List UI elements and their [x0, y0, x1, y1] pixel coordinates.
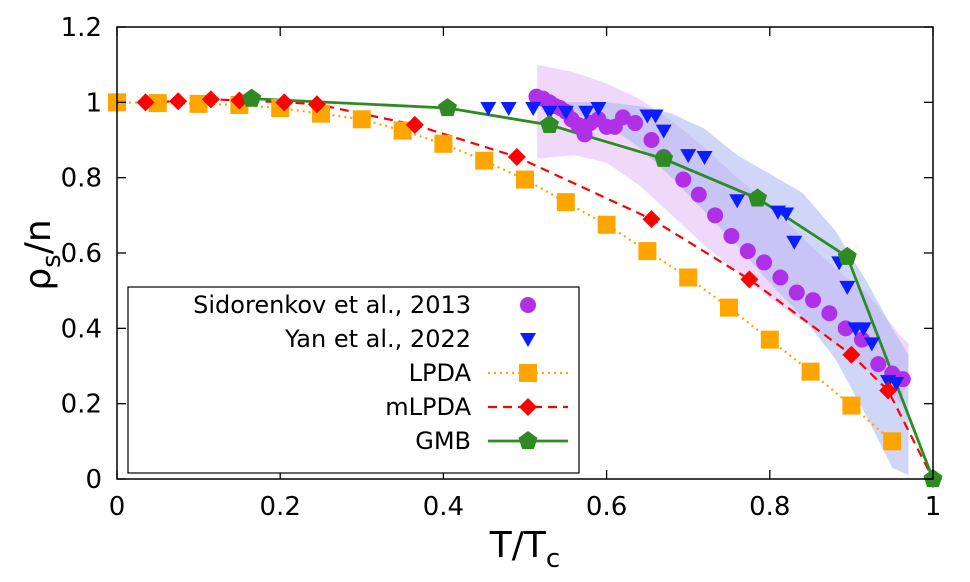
lpda-point — [352, 110, 371, 129]
legend-label-gmb: GMB — [415, 427, 471, 455]
lpda-point — [801, 362, 820, 381]
mlpda-point — [842, 345, 861, 364]
x-axis-title: T/Tc — [489, 525, 560, 574]
lpda-point — [720, 298, 738, 317]
lpda-line — [116, 101, 893, 443]
sidorenkov-et-al-2013-point — [772, 269, 789, 286]
gmb-point — [438, 98, 457, 117]
yan-et-al-2022-point — [839, 280, 856, 295]
yan-et-al-2022-point — [480, 101, 497, 116]
x-tick-label: 0 — [109, 492, 126, 522]
lpda-point — [842, 396, 861, 415]
lpda-point — [883, 432, 902, 451]
x-tick-label: 0.8 — [749, 492, 790, 522]
uncertainty-band-2 — [541, 102, 909, 476]
legend-label-sidorenkov-et-al-2013: Sidorenkov et al., 2013 — [193, 291, 471, 319]
gmb-point — [540, 114, 559, 133]
lpda-point — [679, 268, 698, 287]
yan-et-al-2022-point — [778, 207, 795, 222]
lpda-point — [760, 330, 779, 349]
mlpda-point — [507, 147, 526, 166]
yan-et-al-2022-point — [855, 322, 872, 337]
yan-et-al-2022-point — [786, 235, 803, 250]
yan-et-al-2022-point — [541, 105, 558, 120]
yan-et-al-2022-point — [888, 376, 905, 391]
lpda-point — [148, 94, 167, 113]
yan-et-al-2022-point — [590, 101, 607, 116]
x-tick-label: 1 — [925, 492, 942, 522]
x-tick-label: 0.2 — [260, 492, 301, 522]
series-markers — [108, 88, 943, 488]
mlpda-point — [879, 381, 898, 400]
sidorenkov-et-al-2013-point — [788, 284, 805, 301]
y-tick-label: 0.2 — [61, 390, 102, 420]
lpda-point — [475, 151, 494, 170]
gmb-point — [654, 148, 674, 167]
legend-marker-sidorenkov-et-al-2013 — [520, 297, 536, 313]
lpda-point — [516, 170, 534, 189]
sidorenkov-et-al-2013-point — [627, 115, 644, 132]
mlpda-point — [169, 92, 188, 111]
gmb-point — [837, 246, 857, 265]
y-tick-label: 0.8 — [61, 164, 102, 194]
gmb-point — [748, 188, 768, 207]
yan-et-al-2022-point — [696, 150, 713, 165]
legend-marker-gmb — [518, 431, 538, 450]
lpda-point — [638, 242, 657, 261]
mlpda-point — [201, 90, 220, 109]
y-tick-label: 0 — [85, 465, 102, 495]
sidorenkov-et-al-2013-point — [690, 186, 707, 203]
y-tick-label: 0.6 — [61, 239, 102, 269]
sidorenkov-et-al-2013-point — [821, 305, 838, 322]
sidorenkov-et-al-2013-point — [643, 132, 660, 148]
mlpda-point — [307, 95, 326, 114]
yan-et-al-2022-point — [500, 101, 517, 116]
gmb-point — [242, 88, 262, 107]
y-tick-label: 1 — [85, 88, 102, 118]
sidorenkov-et-al-2013-point — [723, 228, 740, 245]
yan-et-al-2022-point — [578, 105, 595, 120]
x-tick-label: 0.4 — [423, 492, 464, 522]
sidorenkov-et-al-2013-point — [870, 356, 887, 373]
yan-et-al-2022-point — [655, 124, 672, 139]
mlpda-point — [642, 210, 661, 229]
legend-marker-mlpda — [519, 398, 537, 416]
yan-et-al-2022-point — [863, 337, 880, 352]
legend-label-lpda: LPDA — [409, 359, 472, 387]
legend-label-mlpda: mLPDA — [385, 393, 471, 421]
sidorenkov-et-al-2013-point — [675, 171, 692, 188]
mlpda-point — [136, 93, 155, 112]
sidorenkov-et-al-2013-point — [739, 243, 756, 260]
lpda-point — [597, 215, 616, 234]
yan-et-al-2022-point — [729, 194, 746, 209]
legend: Sidorenkov et al., 2013 Yan et al., 2022 L… — [127, 286, 580, 474]
y-tick-label: 0.4 — [61, 314, 102, 344]
mlpda-point — [275, 93, 294, 112]
mlpda-point — [405, 115, 424, 134]
yan-et-al-2022-point — [525, 101, 542, 116]
sidorenkov-et-al-2013-point — [614, 109, 631, 126]
axis-ticks: 0 0.2 0.4 0.6 0.8 1 0 0.2 0.4 0.6 0.8 1 1.2 — [61, 13, 942, 522]
sidorenkov-et-al-2013-point — [756, 254, 773, 271]
legend-marker-lpda — [519, 364, 537, 382]
sidorenkov-et-al-2013-point — [805, 292, 822, 309]
lpda-point — [434, 134, 453, 153]
yan-et-al-2022-point — [680, 149, 697, 164]
y-tick-label: 1.2 — [61, 13, 102, 43]
legend-marker-yan-et-al-2022 — [520, 333, 536, 347]
sidorenkov-et-al-2013-point — [707, 207, 724, 224]
mlpda-point — [740, 270, 759, 289]
y-axis-title: ρs/n — [18, 219, 67, 290]
lpda-point — [556, 193, 575, 212]
legend-label-yan-et-al-2022: Yan et al., 2022 — [284, 325, 471, 353]
yan-et-al-2022-point — [647, 109, 664, 124]
x-tick-label: 0.6 — [586, 492, 627, 522]
yan-et-al-2022-point — [557, 105, 574, 120]
sidorenkov-et-al-2013-point — [854, 331, 871, 348]
